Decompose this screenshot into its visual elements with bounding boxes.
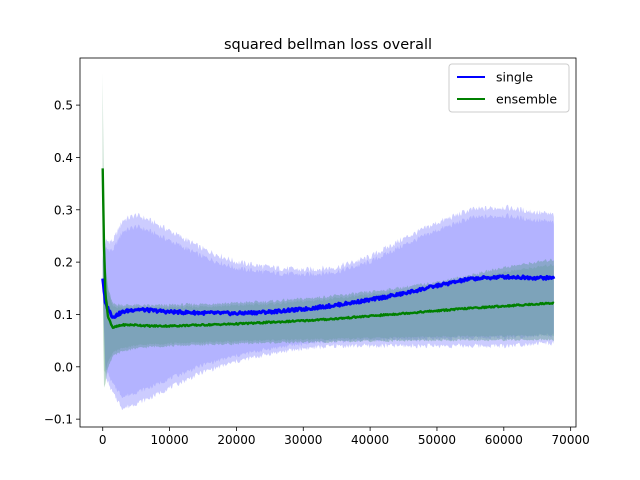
- band-ensemble: [102, 72, 554, 388]
- y-tick-label: 0.2: [54, 256, 73, 270]
- y-tick-label: −0.1: [44, 413, 73, 427]
- x-tick-label: 50000: [418, 433, 456, 447]
- y-tick-label: 0.1: [54, 308, 73, 322]
- axes-frame: [79, 57, 577, 428]
- series-lines: [101, 168, 556, 330]
- y-axis: −0.1 0.0 0.1 0.2 0.3 0.4 0.5: [44, 99, 80, 427]
- chart-title: squared bellman loss overall: [224, 37, 432, 53]
- x-tick-label: 10000: [150, 433, 188, 447]
- x-tick-label: 20000: [217, 433, 255, 447]
- line-single: [101, 274, 556, 319]
- x-tick-label: 40000: [351, 433, 389, 447]
- x-axis: 0 10000 20000 30000 40000 50000 60000 70000: [99, 427, 590, 447]
- legend: single ensemble: [448, 63, 570, 113]
- y-tick-label: 0.4: [54, 151, 73, 165]
- y-tick-label: 0.5: [54, 99, 73, 113]
- band-core-ensemble: [102, 84, 554, 373]
- y-tick-label: 0.0: [54, 360, 73, 374]
- y-tick-label: 0.3: [54, 203, 73, 217]
- line-ensemble: [101, 168, 555, 330]
- x-tick-label: 60000: [485, 433, 523, 447]
- x-tick-label: 30000: [284, 433, 322, 447]
- legend-label-ensemble: ensemble: [496, 92, 557, 107]
- legend-label-single: single: [496, 70, 533, 85]
- x-tick-label: 0: [99, 433, 107, 447]
- x-tick-label: 70000: [552, 433, 590, 447]
